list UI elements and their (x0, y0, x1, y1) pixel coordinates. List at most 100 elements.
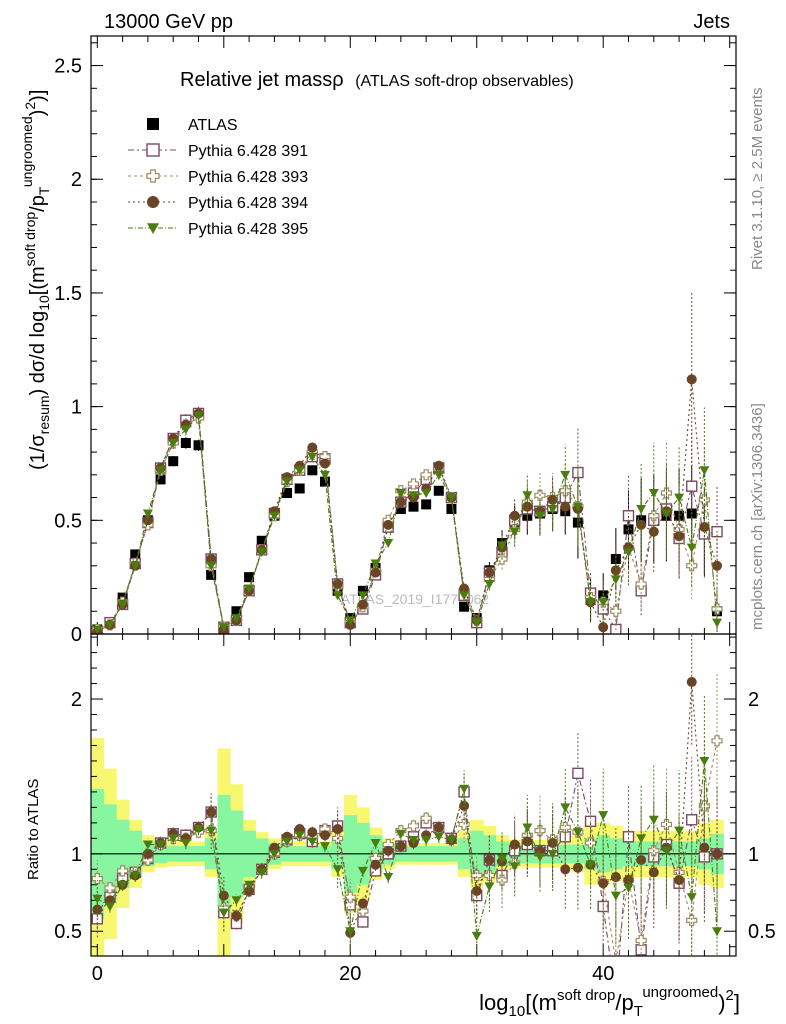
ratio-series-pythia-6-428-394 (92, 634, 723, 952)
xlabel-tail: [(m (525, 990, 557, 1015)
ratio-point (459, 784, 470, 794)
ratio-point (471, 885, 482, 896)
ratio-ytick-label-right: 0.5 (748, 921, 776, 943)
main-ylabel-sup1: soft drop (22, 212, 38, 267)
data-point (193, 411, 204, 421)
x-tick-label: 20 (339, 963, 361, 985)
main-axis-ticks (91, 36, 736, 635)
data-point (180, 438, 191, 449)
ratio-point (433, 822, 444, 833)
ratio-series-pythia-6-428-395 (92, 695, 723, 956)
ratio-point (370, 859, 381, 870)
data-point (282, 488, 293, 499)
main-series (91, 291, 723, 634)
data-point (686, 374, 697, 385)
ratio-point (168, 834, 179, 844)
data-point (446, 503, 457, 514)
main-ytick-label: 2.5 (54, 56, 82, 78)
data-point (421, 489, 432, 499)
ratio-point (92, 904, 103, 915)
ratio-point (509, 862, 520, 872)
data-point (446, 493, 457, 503)
ratio-point (269, 849, 280, 859)
ratio-point (598, 878, 609, 889)
xlabel-close: ] (734, 990, 740, 1015)
ratio-point (661, 846, 672, 856)
legend-label: ATLAS (188, 117, 238, 134)
ratio-point (484, 855, 495, 866)
main-ylabel-tail: [(m (27, 266, 49, 295)
x-tick-label: 0 (92, 963, 103, 985)
ratio-point (699, 842, 710, 853)
ratio-point (711, 735, 723, 747)
ratio-point (560, 803, 571, 813)
main-ylabel-sup3: 2 (22, 102, 38, 110)
data-point (712, 618, 723, 628)
data-point (117, 600, 128, 610)
ratio-point (421, 835, 432, 845)
ratio-panel: 0.5 0.5 1 1 2 2 0 20 40 Ratio to ATLAS log10[(m… (25, 633, 776, 1020)
data-point (661, 509, 672, 519)
header-left: 13000 GeV pp (104, 11, 233, 33)
ratio-point (244, 880, 255, 890)
ratio-point (407, 820, 420, 832)
legend-marker (146, 143, 160, 157)
legend: ATLAS Pythia 6.428 391 Pythia 6.428 393 Pyt… (128, 117, 308, 238)
xlabel-sub1: 10 (509, 1003, 526, 1020)
ratio-point (686, 914, 698, 926)
data-point (648, 526, 659, 537)
ratio-point (559, 821, 571, 834)
data-point (623, 548, 634, 558)
rivet-label: Rivet 3.1.10, ≥ 2.5M events (749, 88, 766, 271)
data-point (407, 478, 420, 490)
data-point (244, 572, 255, 583)
ratio-point (231, 910, 242, 921)
ratio-point (155, 840, 166, 850)
data-point (509, 527, 520, 537)
main-ytick-label: 0.5 (54, 510, 82, 532)
ratio-point (484, 882, 495, 892)
data-point (598, 622, 609, 633)
ratio-point (117, 880, 128, 890)
series-pythia-6-428-395 (92, 407, 723, 634)
data-point (610, 605, 622, 617)
legend-entry: Pythia 6.428 393 (128, 169, 308, 186)
ratio-point (648, 815, 659, 825)
x-axis-label: log10[(msoft drop/pTungroomed)2] (479, 984, 740, 1020)
ratio-point (572, 862, 583, 873)
data-point (282, 477, 293, 487)
data-point (206, 561, 217, 571)
ratio-point (357, 905, 369, 917)
data-point (155, 466, 166, 476)
ratio-point (686, 814, 698, 826)
legend-marker (147, 196, 159, 208)
data-point (509, 510, 520, 521)
header-right: Jets (693, 11, 730, 33)
xlabel-end: ) (718, 990, 725, 1015)
ratio-point (712, 927, 723, 937)
ratio-point (282, 837, 293, 847)
data-point (610, 565, 621, 576)
ratio-point (686, 893, 697, 903)
ratio-point (547, 849, 558, 859)
data-point (206, 569, 217, 580)
ratio-point (585, 860, 596, 870)
data-point (674, 493, 685, 503)
ratio-point (319, 830, 330, 841)
ratio-ytick-labels: 0.5 0.5 1 1 2 2 (54, 689, 776, 943)
ratio-point (408, 835, 419, 845)
data-point (471, 618, 482, 628)
main-ylabel-end: ) (27, 110, 49, 117)
data-point (522, 501, 533, 512)
main-ylabel-sub3: T (36, 186, 52, 195)
series-line (97, 414, 718, 630)
data-point (142, 509, 153, 519)
ratio-point (231, 896, 242, 906)
ratio-point (623, 875, 634, 886)
data-point (636, 504, 647, 514)
ratio-point (497, 854, 508, 864)
main-ylabel-mid: ) dσ/d log (27, 311, 49, 396)
xlabel-sup2: ungroomed (642, 984, 718, 1001)
data-point (459, 583, 470, 594)
ratio-point (433, 832, 444, 842)
